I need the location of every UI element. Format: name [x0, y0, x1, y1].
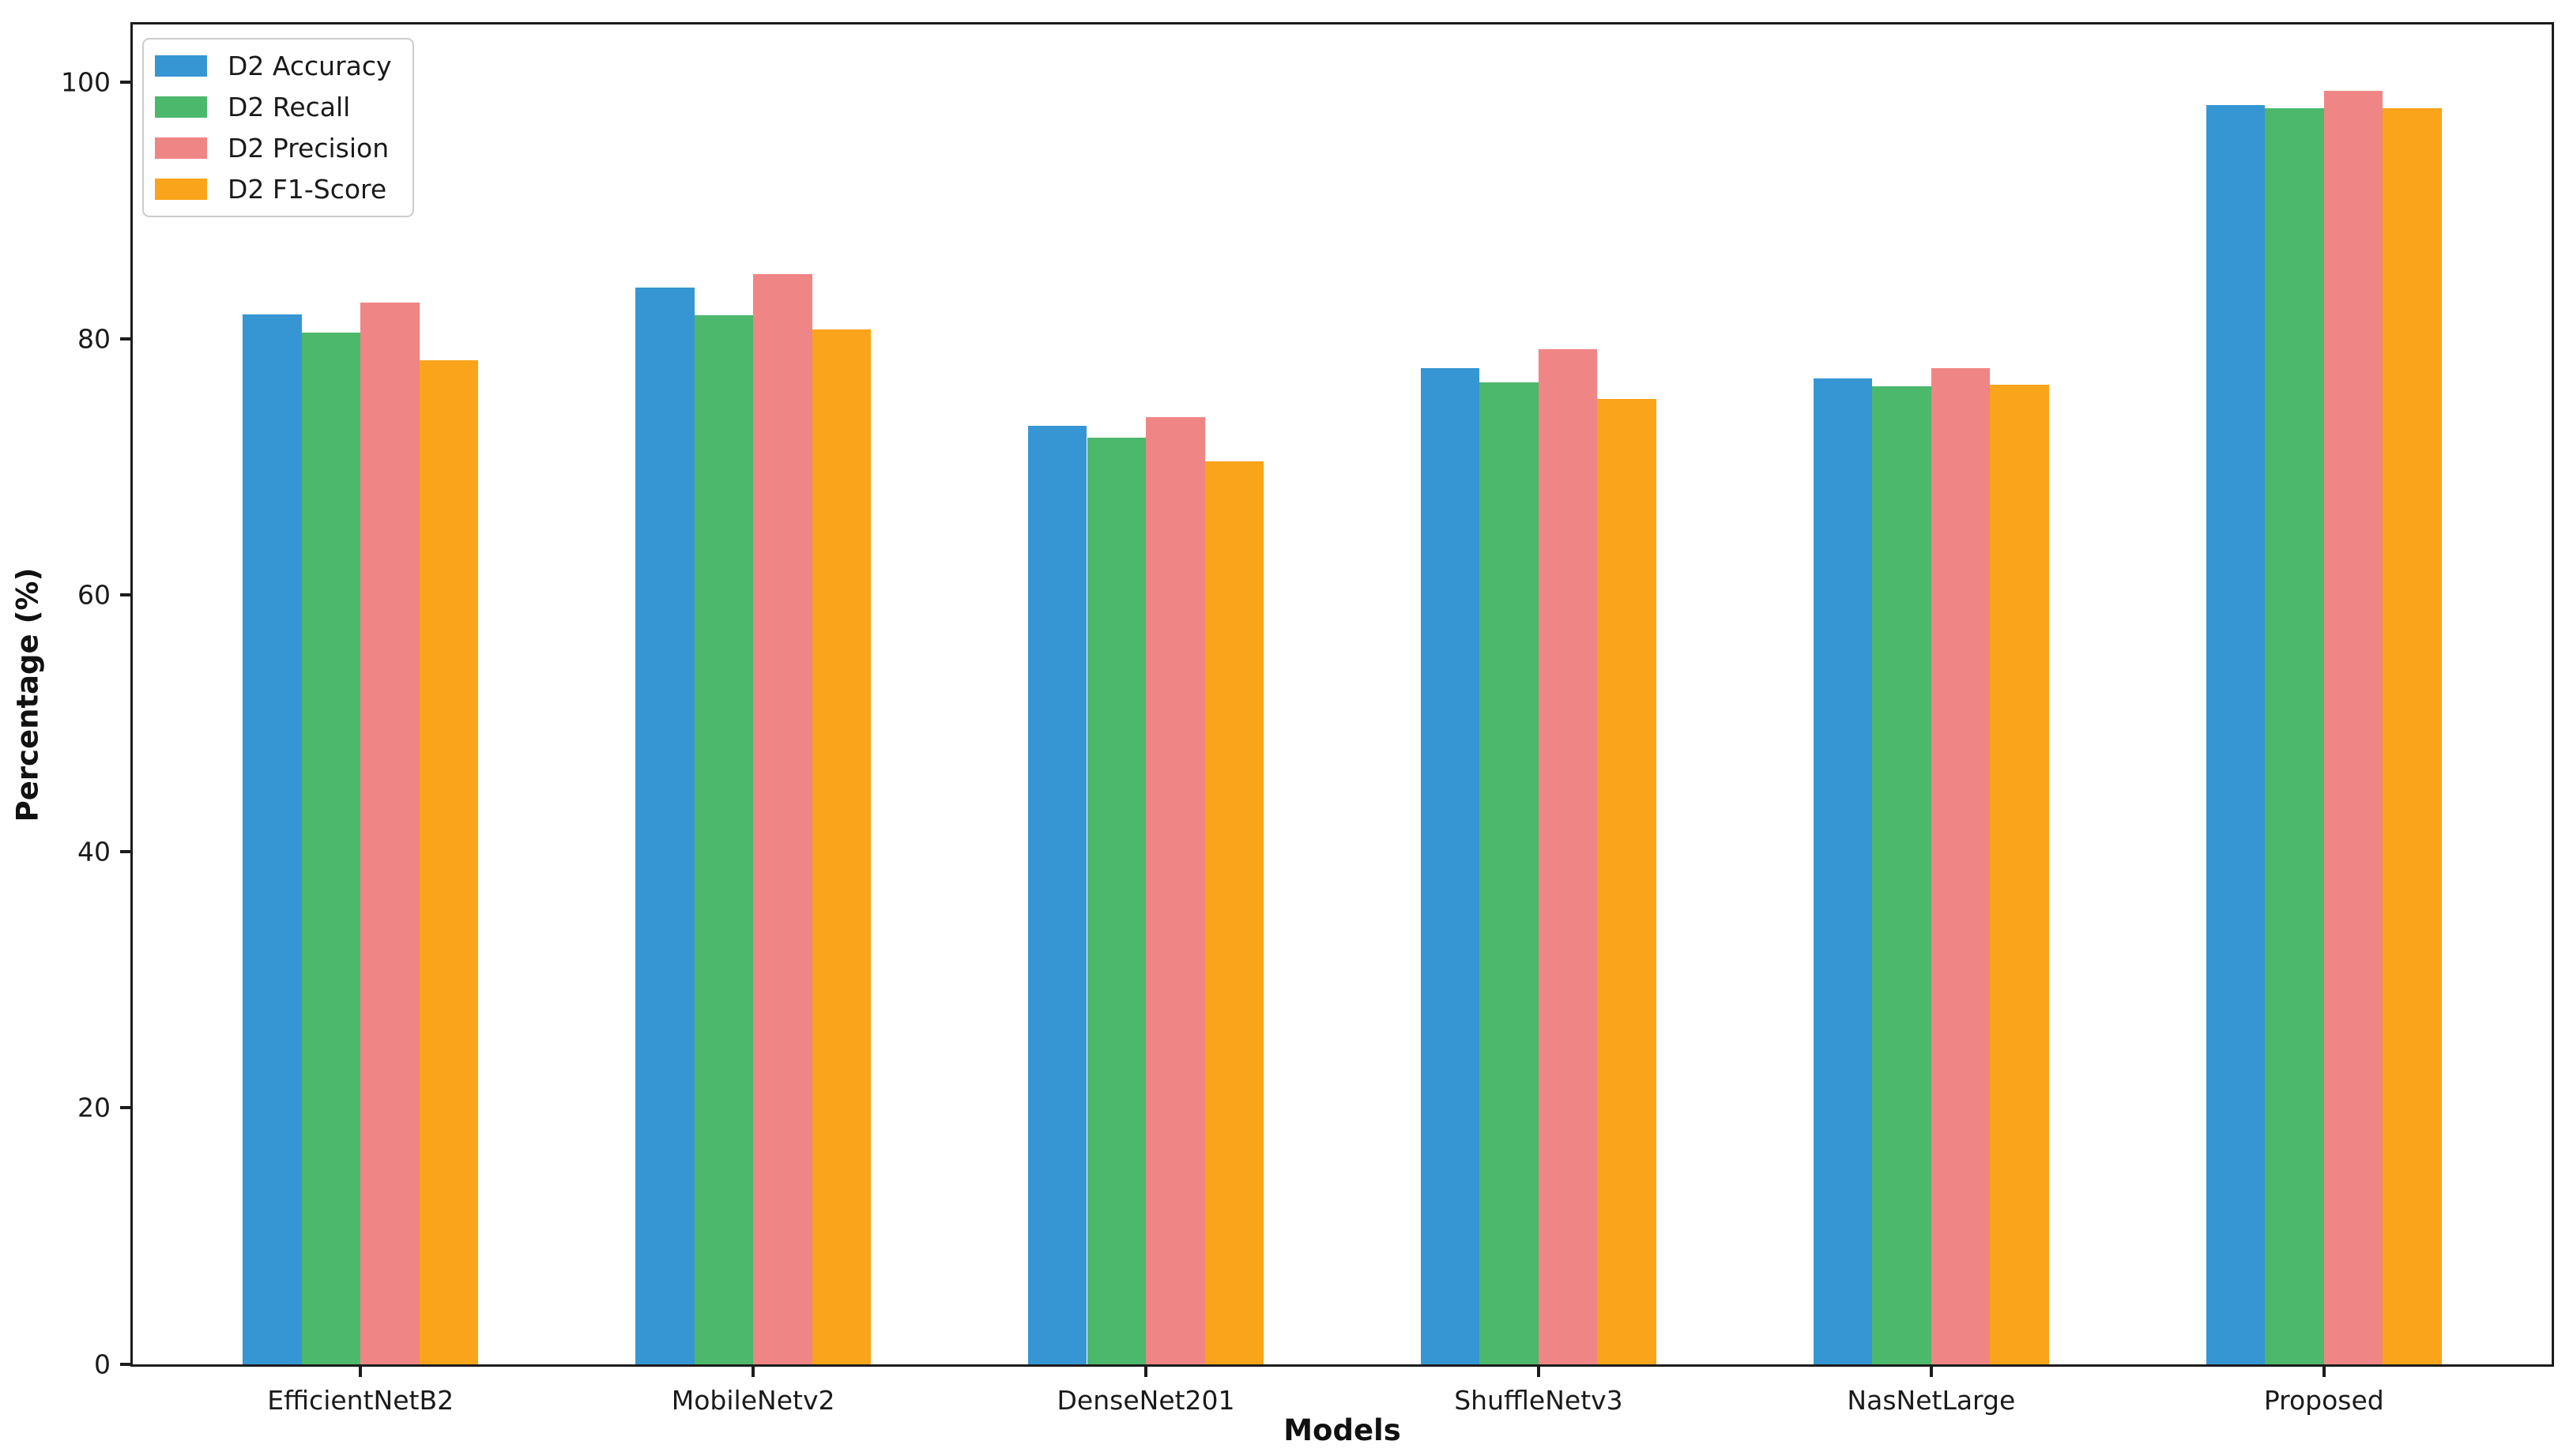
legend-item-d2-precision: D2 Precision: [155, 133, 392, 164]
legend: D2 Accuracy D2 Recall D2 Precision D2 F1-Sc…: [142, 38, 414, 217]
bar-mobilenetv2-d2-f1-score: [812, 329, 872, 1364]
y-tick-100: [120, 81, 133, 85]
x-tick-mobilenetv2: [752, 1364, 755, 1377]
y-tick-label-20: 20: [77, 1092, 111, 1123]
bar-efficientnetb2-d2-precision: [360, 303, 420, 1364]
legend-item-d2-accuracy: D2 Accuracy: [155, 51, 392, 81]
y-tick-20: [120, 1106, 133, 1110]
bar-shufflenetv3-d2-precision: [1538, 348, 1598, 1364]
x-tick-shufflenetv3: [1536, 1364, 1540, 1377]
bar-densenet201-d2-precision: [1146, 416, 1205, 1364]
x-tick-efficientnetb2: [359, 1364, 363, 1377]
bar-nasnetlarge-d2-precision: [1931, 367, 1991, 1364]
bar-proposed-d2-f1-score: [2383, 107, 2442, 1364]
y-tick-0: [120, 1363, 133, 1366]
x-tick-proposed: [2322, 1364, 2326, 1377]
bar-shufflenetv3-d2-recall: [1479, 382, 1539, 1364]
legend-label-d2-recall: D2 Recall: [228, 92, 351, 122]
bar-nasnetlarge-d2-recall: [1872, 386, 1931, 1364]
y-tick-label-80: 80: [77, 323, 111, 355]
x-tick-label-shufflenetv3: ShuffleNetv3: [1454, 1385, 1623, 1416]
bar-efficientnetb2-d2-recall: [301, 332, 361, 1364]
bar-efficientnetb2-d2-accuracy: [243, 314, 302, 1364]
x-tick-label-nasnetlarge: NasNetLarge: [1847, 1385, 2016, 1416]
legend-swatch-d2-recall: [155, 96, 207, 118]
bar-densenet201-d2-f1-score: [1204, 461, 1264, 1364]
y-tick-40: [120, 849, 133, 853]
x-tick-label-densenet201: DenseNet201: [1057, 1385, 1235, 1416]
x-tick-nasnetlarge: [1929, 1364, 1933, 1377]
bar-mobilenetv2-d2-precision: [753, 274, 812, 1364]
bar-nasnetlarge-d2-f1-score: [1990, 385, 2049, 1364]
legend-swatch-d2-accuracy: [155, 55, 207, 77]
y-axis-label-text: Percentage (%): [10, 567, 45, 822]
bar-nasnetlarge-d2-accuracy: [1813, 378, 1873, 1364]
bar-proposed-d2-recall: [2265, 107, 2324, 1364]
bar-proposed-d2-accuracy: [2206, 105, 2266, 1364]
y-tick-label-0: 0: [94, 1349, 111, 1380]
bar-shufflenetv3-d2-accuracy: [1420, 367, 1480, 1364]
legend-swatch-d2-f1-score: [155, 179, 207, 200]
legend-label-d2-precision: D2 Precision: [228, 133, 390, 164]
legend-item-d2-recall: D2 Recall: [155, 92, 392, 122]
y-tick-label-60: 60: [77, 579, 111, 611]
y-tick-label-100: 100: [61, 66, 111, 98]
x-tick-densenet201: [1144, 1364, 1148, 1377]
x-tick-label-efficientnetb2: EfficientNetB2: [267, 1385, 454, 1416]
x-tick-label-mobilenetv2: MobileNetv2: [671, 1385, 835, 1416]
plot-area: D2 Accuracy D2 Recall D2 Precision D2 F1-Sc…: [11, 22, 2554, 1447]
legend-label-d2-f1-score: D2 F1-Score: [228, 174, 387, 205]
bar-efficientnetb2-d2-f1-score: [419, 360, 479, 1364]
bar-shufflenetv3-d2-f1-score: [1597, 398, 1657, 1364]
y-tick-label-40: 40: [77, 836, 111, 867]
bar-proposed-d2-precision: [2323, 91, 2383, 1364]
legend-label-d2-accuracy: D2 Accuracy: [228, 51, 392, 81]
bar-densenet201-d2-recall: [1087, 437, 1147, 1364]
bar-mobilenetv2-d2-recall: [694, 315, 754, 1364]
legend-item-d2-f1-score: D2 F1-Score: [155, 174, 392, 205]
x-tick-label-proposed: Proposed: [2263, 1385, 2384, 1416]
y-tick-80: [120, 337, 133, 340]
y-tick-60: [120, 593, 133, 597]
bar-mobilenetv2-d2-accuracy: [635, 287, 695, 1364]
legend-swatch-d2-precision: [155, 137, 207, 159]
bar-densenet201-d2-accuracy: [1027, 426, 1087, 1364]
y-axis-label: Percentage (%): [6, 24, 49, 1364]
x-axis-label: Models: [1283, 1413, 1401, 1447]
